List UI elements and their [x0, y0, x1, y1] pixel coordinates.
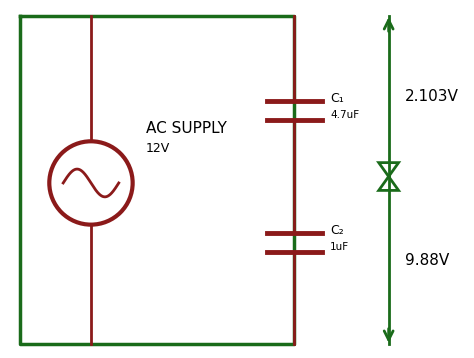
Text: 1uF: 1uF [330, 242, 349, 252]
Text: 2.103V: 2.103V [404, 89, 458, 104]
Text: C₂: C₂ [330, 224, 344, 237]
Text: C₁: C₁ [330, 92, 344, 105]
Text: 9.88V: 9.88V [404, 253, 449, 268]
Text: 12V: 12V [146, 142, 170, 155]
Text: AC SUPPLY: AC SUPPLY [146, 121, 227, 136]
Text: 4.7uF: 4.7uF [330, 111, 359, 121]
